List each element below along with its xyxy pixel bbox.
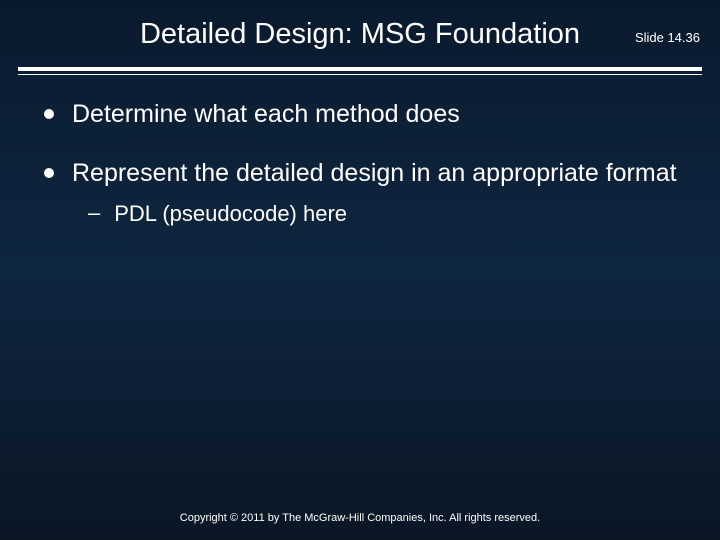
slide-content: Determine what each method does Represen… bbox=[0, 75, 720, 227]
bullet-text: Determine what each method does bbox=[72, 99, 460, 130]
bullet-item: Represent the detailed design in an appr… bbox=[40, 158, 680, 189]
slide-number: Slide 14.36 bbox=[635, 30, 700, 45]
dash-icon: – bbox=[88, 200, 100, 226]
sub-bullet-text: PDL (pseudocode) here bbox=[114, 200, 347, 228]
copyright-text: Copyright © 2011 by The McGraw-Hill Comp… bbox=[180, 512, 540, 524]
bullet-dot-icon bbox=[44, 168, 54, 178]
sub-bullet-item: – PDL (pseudocode) here bbox=[88, 200, 680, 228]
slide-title: Detailed Design: MSG Foundation bbox=[140, 18, 580, 51]
slide-header: Detailed Design: MSG Foundation Slide 14… bbox=[0, 0, 720, 51]
bullet-dot-icon bbox=[44, 109, 54, 119]
divider-primary bbox=[18, 67, 702, 71]
slide-footer: Copyright © 2011 by The McGraw-Hill Comp… bbox=[0, 512, 720, 524]
bullet-item: Determine what each method does bbox=[40, 99, 680, 130]
bullet-text: Represent the detailed design in an appr… bbox=[72, 158, 677, 189]
